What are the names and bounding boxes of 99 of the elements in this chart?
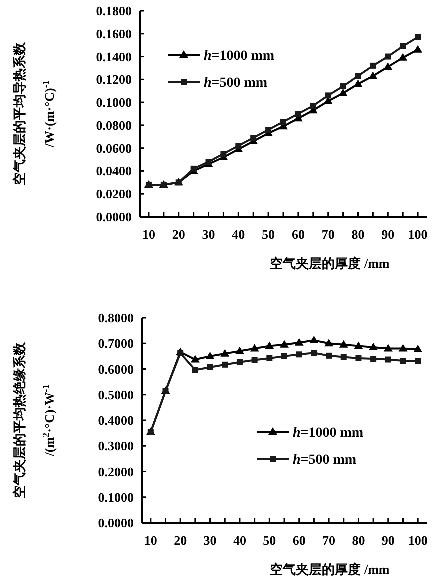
legend-label: h=1000 mm — [293, 426, 364, 441]
x-tick-label: 10 — [144, 533, 158, 548]
x-tick-label: 70 — [322, 227, 335, 242]
point — [354, 80, 363, 88]
point — [222, 362, 228, 368]
point — [265, 342, 274, 350]
point — [310, 102, 316, 109]
point — [296, 352, 302, 358]
point — [400, 43, 406, 50]
point — [415, 358, 422, 364]
x-tick-label: 90 — [382, 227, 395, 242]
x-tick-label: 100 — [408, 533, 428, 548]
legend-label: h=1000 mm — [204, 49, 275, 64]
point — [385, 356, 392, 363]
x-tick-label: 60 — [292, 533, 306, 548]
point — [252, 357, 258, 364]
y-tick-label: 0.3000 — [98, 438, 134, 454]
x-tick-label: 90 — [382, 533, 395, 548]
point — [220, 151, 227, 158]
point — [324, 339, 334, 347]
point — [250, 344, 260, 352]
legend-label: h=500 mm — [204, 76, 268, 91]
point — [369, 342, 378, 350]
point — [236, 143, 242, 150]
y-tick-label: 0.0000 — [98, 516, 134, 530]
x-tick-label: 100 — [408, 227, 428, 242]
x-axis-title: 空气夹层的厚度 /mm — [270, 256, 390, 271]
point — [236, 359, 243, 366]
x-tick-label: 60 — [292, 227, 305, 242]
y-tick-label: 0.0200 — [96, 186, 132, 202]
point — [190, 355, 200, 363]
point — [355, 73, 362, 80]
y-tick-label: 0.0800 — [96, 118, 132, 133]
x-tick-label: 40 — [233, 533, 246, 548]
point — [282, 353, 288, 360]
point — [190, 166, 197, 172]
point — [207, 364, 214, 370]
y-tick-label: 0.1400 — [96, 49, 132, 64]
x-tick-label: 30 — [204, 533, 217, 548]
y-tick-label: 0.8000 — [98, 310, 134, 326]
point — [294, 338, 304, 346]
point — [398, 344, 408, 352]
x-tick-label: 50 — [263, 533, 276, 548]
point — [220, 349, 230, 357]
point — [280, 119, 286, 126]
x-tick-label: 20 — [172, 227, 186, 242]
point — [266, 127, 272, 134]
point — [384, 62, 393, 70]
point — [266, 355, 273, 362]
point — [310, 336, 319, 344]
x-tick-label: 80 — [352, 533, 366, 548]
point — [325, 92, 332, 99]
x-tick-label: 70 — [322, 533, 336, 548]
point — [370, 356, 377, 362]
point — [414, 45, 423, 53]
point — [206, 352, 215, 360]
x-tick-label: 80 — [352, 227, 365, 242]
y-tick-label: 0.1800 — [96, 4, 132, 18]
x-tick-label: 50 — [262, 227, 276, 242]
y-tick-label: 0.1000 — [96, 95, 132, 110]
point — [384, 344, 393, 352]
point — [368, 72, 378, 80]
x-tick-label: 20 — [174, 533, 188, 548]
legend-label: h=500 mm — [293, 453, 357, 468]
point — [354, 342, 364, 350]
point — [338, 88, 348, 96]
point — [250, 135, 257, 142]
point — [178, 350, 184, 356]
point — [398, 53, 408, 61]
y-tick-label: 0.6000 — [98, 362, 134, 377]
y-tick-label: 0.1600 — [96, 26, 132, 42]
point — [192, 367, 198, 374]
point — [414, 345, 423, 353]
point — [295, 111, 302, 117]
x-tick-label: 10 — [142, 227, 156, 242]
y-tick-label: 0.5000 — [98, 387, 134, 402]
point — [280, 340, 289, 348]
y-tick-label: 0.1200 — [96, 72, 132, 88]
point — [340, 84, 346, 90]
y-tick-label: 0.1000 — [98, 490, 134, 505]
y-tick-label: 0.0600 — [96, 140, 132, 156]
point — [311, 350, 318, 356]
point — [326, 352, 332, 359]
x-axis-title: 空气夹层的厚度 /mm — [270, 562, 390, 577]
point — [339, 340, 348, 348]
y-tick-label: 0.4000 — [98, 413, 134, 428]
point — [385, 54, 392, 60]
point — [235, 346, 244, 354]
x-tick-label: 30 — [202, 227, 216, 242]
point — [370, 62, 376, 69]
point — [400, 358, 406, 364]
y-tick-label: 0.0400 — [96, 164, 132, 179]
point — [356, 355, 362, 362]
point — [340, 354, 347, 360]
point — [415, 34, 422, 40]
y-tick-label: 0.0000 — [96, 210, 132, 224]
y-tick-label: 0.2000 — [98, 464, 134, 480]
y-tick-label: 0.7000 — [98, 336, 134, 352]
x-tick-label: 40 — [232, 227, 246, 242]
